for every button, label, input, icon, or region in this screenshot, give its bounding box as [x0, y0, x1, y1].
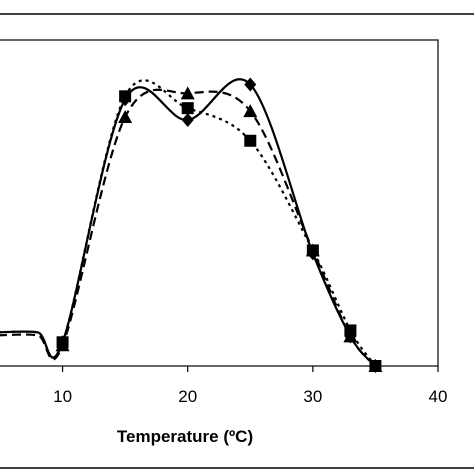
- plot-area: [0, 39, 439, 367]
- series-line-square: [0, 79, 377, 367]
- data-point-square: [244, 134, 257, 147]
- x-axis-title: Temperature (ºC): [117, 427, 253, 446]
- data-point-square: [181, 102, 194, 115]
- data-point-triangle: [180, 86, 195, 100]
- data-point-square: [344, 324, 357, 337]
- tick-layer: 10 20 30 40: [53, 366, 447, 406]
- data-point-square: [369, 360, 382, 372]
- data-point-triangle: [118, 110, 133, 124]
- data-point-diamond: [244, 77, 257, 92]
- x-tick-label: 20: [178, 387, 197, 406]
- series-line-triangle: [0, 88, 377, 367]
- data-point-square: [306, 244, 319, 257]
- x-tick-label: 40: [429, 387, 448, 406]
- marker-layer: [55, 77, 383, 373]
- data-point-diamond: [181, 113, 194, 128]
- x-tick-label: 10: [53, 387, 72, 406]
- x-tick-label: 30: [303, 387, 322, 406]
- data-point-square: [56, 336, 69, 349]
- data-point-triangle: [243, 104, 258, 118]
- data-point-square: [119, 90, 132, 103]
